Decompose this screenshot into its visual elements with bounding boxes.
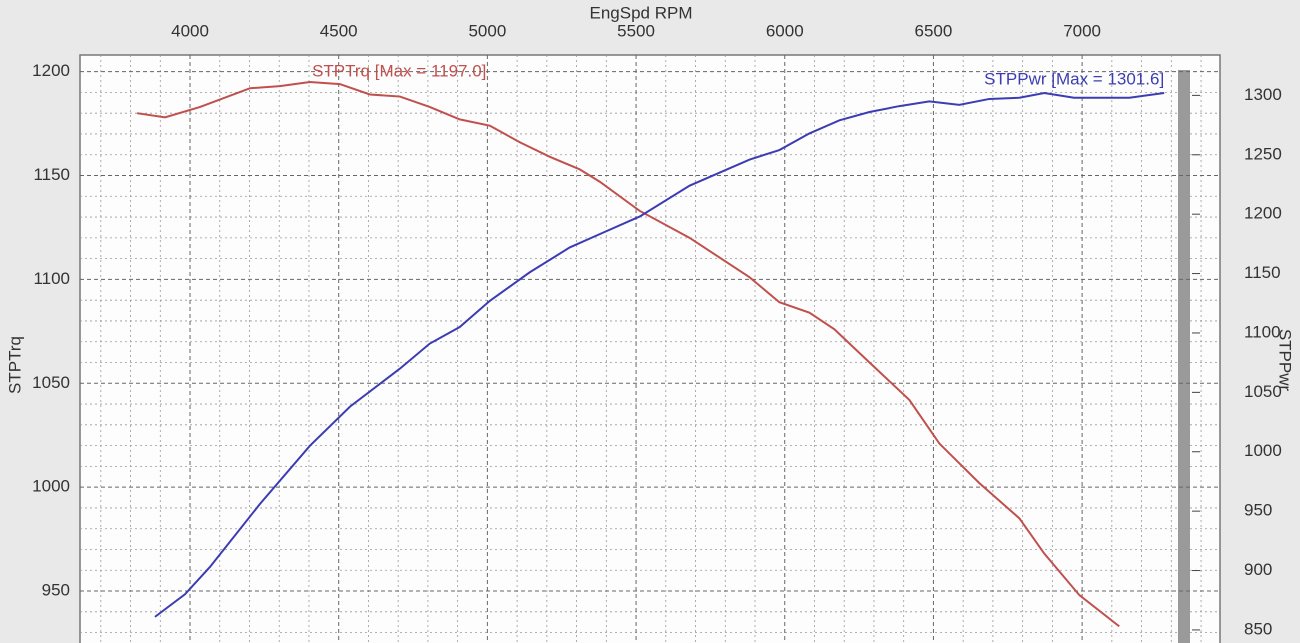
y2-axis-title: STPPwr (1276, 329, 1295, 392)
series-label: STPPwr [Max = 1301.6] (984, 69, 1164, 88)
plot-area (79, 54, 1221, 643)
y-tick-label: 1050 (32, 373, 70, 392)
x-tick-label: 6000 (766, 21, 804, 40)
x-tick-label: 6500 (915, 21, 953, 40)
series-line (154, 91, 1165, 618)
y2-tick-label: 1100 (1244, 322, 1281, 341)
x-tick-label: 5000 (468, 21, 506, 40)
y2-tick-label: 1200 (1244, 204, 1282, 223)
y-tick-label: 950 (42, 581, 70, 600)
y2-tick-label: 1150 (1244, 263, 1281, 282)
y2-tick-label: 1300 (1244, 85, 1282, 104)
x-tick-label: 7000 (1063, 21, 1101, 40)
y2-tick-label: 1000 (1244, 441, 1282, 460)
y2-tick-label: 950 (1244, 501, 1272, 520)
y-tick-label: 1150 (33, 165, 70, 184)
x-tick-label: 4000 (171, 21, 209, 40)
y-tick-label: 1100 (33, 269, 70, 288)
x-tick-label: 5500 (617, 21, 655, 40)
x-axis-title: EngSpd RPM (590, 3, 693, 22)
y-tick-label: 1000 (32, 477, 70, 496)
y2-tick-label: 850 (1244, 619, 1272, 638)
y-axis-title: STPTrq (5, 336, 24, 394)
y-tick-label: 1200 (32, 61, 70, 80)
x-tick-label: 4500 (320, 21, 358, 40)
axis-shade (1178, 70, 1190, 643)
y2-tick-label: 1250 (1244, 144, 1282, 163)
y2-tick-label: 900 (1244, 560, 1272, 579)
series-label: STPTrq [Max = 1197.0] (312, 61, 486, 80)
y2-tick-label: 1050 (1244, 382, 1282, 401)
series-line (136, 81, 1120, 628)
